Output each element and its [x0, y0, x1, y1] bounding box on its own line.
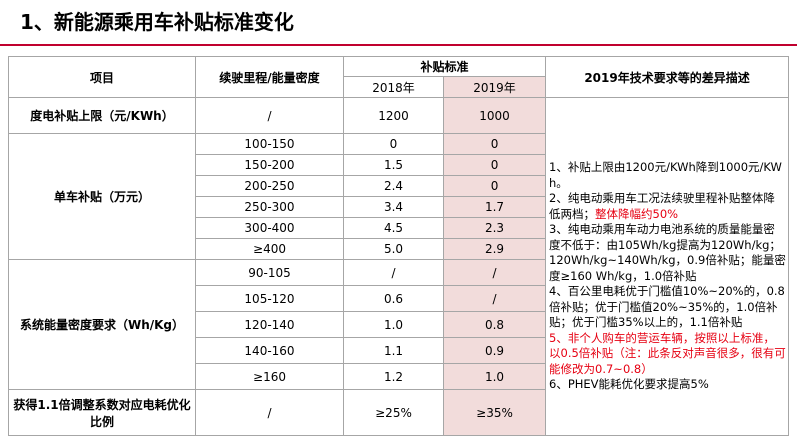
value-2019: 1000 — [442, 97, 547, 134]
row-range: 120-140 — [195, 311, 344, 338]
row-range: 300-400 — [195, 217, 344, 239]
desc-p6: 6、PHEV能耗优化要求提高5% — [549, 377, 709, 391]
row-item: 系统能量密度要求（Wh/Kg） — [8, 259, 196, 390]
header-2018: 2018年 — [343, 76, 444, 98]
title-divider — [0, 44, 797, 46]
value-2018: 1.1 — [343, 337, 444, 364]
row-range: ≥160 — [195, 363, 344, 390]
value-2018: 0 — [343, 133, 444, 155]
header-subsidy: 补贴标准 — [342, 56, 547, 77]
desc-p5-highlight: 5、非个人购车的营运车辆，按照以上标准，以0.5倍补贴（注：此条反对声音很多，很… — [549, 330, 786, 376]
value-2019: 0 — [442, 154, 547, 176]
row-range: 90-105 — [195, 259, 344, 286]
value-2018: 1.2 — [343, 363, 444, 390]
value-2018: 2.4 — [343, 175, 444, 197]
row-range: 250-300 — [195, 196, 344, 218]
value-2018: 3.4 — [343, 196, 444, 218]
value-2019: / — [442, 259, 547, 286]
value-2018: 1.0 — [343, 311, 444, 338]
row-range: 100-150 — [195, 133, 344, 155]
desc-p4: 4、百公里电耗优于门槛值10%~20%的，0.8倍补贴；优于门槛值20%~35%… — [549, 284, 785, 329]
desc-p2: 2、纯电动乘用车工况法续驶里程补贴整体降低两档； — [549, 191, 775, 221]
row-range: 105-120 — [195, 285, 344, 312]
header-item: 项目 — [8, 56, 196, 98]
row-item: 获得1.1倍调整系数对应电耗优化比例 — [8, 389, 196, 436]
row-range: 200-250 — [195, 175, 344, 197]
header-range: 续驶里程/能量密度 — [195, 56, 344, 98]
page-title: 1、新能源乘用车补贴标准变化 — [20, 10, 294, 34]
value-2018: 5.0 — [343, 238, 444, 260]
value-2019: ≥35% — [442, 389, 547, 436]
value-2019: 2.3 — [442, 217, 547, 239]
header-description: 2019年技术要求等的差异描述 — [545, 56, 790, 98]
value-2019: 0 — [442, 133, 547, 155]
row-range: 140-160 — [195, 337, 344, 364]
desc-p2-highlight: 整体降幅约50% — [595, 206, 679, 221]
row-range: / — [195, 389, 344, 436]
row-item: 单车补贴（万元） — [8, 133, 196, 260]
value-2019: 2.9 — [442, 238, 547, 260]
value-2019: 0 — [442, 175, 547, 197]
value-2019: 1.0 — [442, 363, 547, 390]
value-2018: 4.5 — [343, 217, 444, 239]
header-2019: 2019年 — [442, 76, 547, 98]
value-2019: / — [442, 285, 547, 312]
value-2018: 1200 — [343, 97, 444, 134]
row-range: / — [195, 97, 344, 134]
difference-description: 1、补贴上限由1200元/KWh降到1000元/KWh。 2、纯电动乘用车工况法续… — [545, 97, 790, 436]
value-2018: / — [343, 259, 444, 286]
value-2019: 1.7 — [442, 196, 547, 218]
value-2018: 1.5 — [343, 154, 444, 176]
desc-p1: 1、补贴上限由1200元/KWh降到1000元/KWh。 — [549, 160, 782, 190]
row-range: ≥400 — [195, 238, 344, 260]
row-range: 150-200 — [195, 154, 344, 176]
desc-p3: 3、纯电动乘用车动力电池系统的质量能量密度不低于：由105Wh/kg提高为120… — [549, 222, 786, 283]
value-2019: 0.8 — [442, 311, 547, 338]
value-2018: ≥25% — [343, 389, 444, 436]
row-item: 度电补贴上限（元/KWh） — [8, 97, 196, 134]
value-2019: 0.9 — [442, 337, 547, 364]
value-2018: 0.6 — [343, 285, 444, 312]
subsidy-table: 项目 续驶里程/能量密度 补贴标准 2019年技术要求等的差异描述 2018年 … — [8, 56, 790, 436]
